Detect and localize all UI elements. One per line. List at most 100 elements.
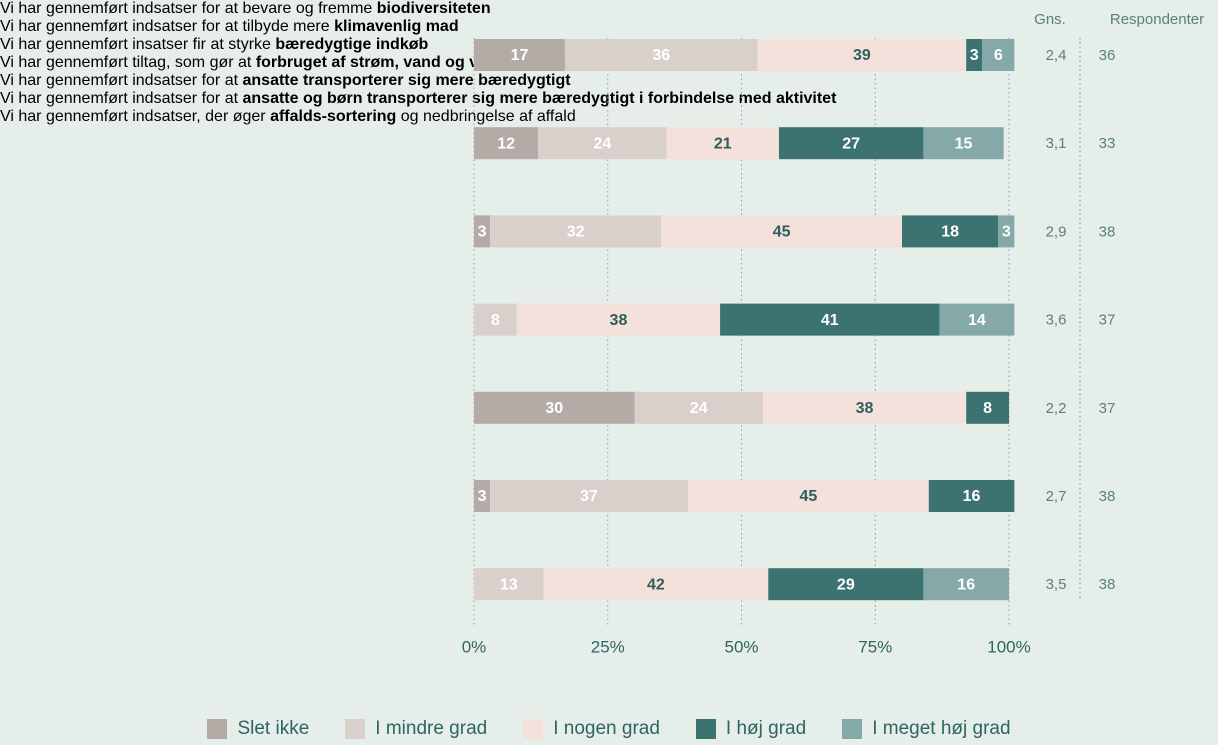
- legend: Slet ikke I mindre grad I nogen grad I høj …: [0, 718, 1218, 740]
- bar-segment: [490, 215, 662, 248]
- bar-segment: [474, 568, 544, 601]
- mean-value: 3,6: [1046, 312, 1067, 329]
- data-label: 30: [545, 400, 563, 417]
- bar-segment: [939, 303, 1015, 336]
- category-label: Vi har gennemført indsatser for at ansat…: [0, 90, 1218, 108]
- legend-swatch: [523, 719, 544, 739]
- data-label: 45: [773, 224, 791, 241]
- bar-segment: [778, 127, 924, 160]
- data-label: 6: [994, 47, 1003, 64]
- category-text: affalds-sortering: [270, 108, 397, 125]
- data-label: 13: [500, 576, 518, 593]
- legend-label: I mindre grad: [375, 718, 488, 739]
- legend-item: Slet ikke: [207, 718, 309, 740]
- data-label: 24: [690, 400, 708, 417]
- category-text: Vi har gennemført insatser fir at styrke: [0, 36, 271, 53]
- x-tick-label: 25%: [591, 637, 625, 656]
- category-text: Vi har gennemført tiltag, som gør at: [0, 54, 252, 71]
- category-label: Vi har gennemført indsatser, der øger af…: [0, 108, 1218, 126]
- bar-segment: [982, 39, 1015, 71]
- bar-segment: [661, 215, 902, 248]
- category-text: ansatte og børn transporterer sig mere b…: [242, 90, 837, 107]
- data-label: 14: [968, 312, 986, 329]
- respondents-header: Respondenter: [1110, 11, 1204, 28]
- legend-swatch: [345, 719, 366, 739]
- x-tick-label: 100%: [987, 637, 1030, 656]
- bar-segment: [474, 480, 491, 512]
- bar-segment: [474, 215, 491, 248]
- legend-label: I høj grad: [725, 718, 807, 739]
- data-label: 21: [714, 135, 732, 152]
- legend-item: I nogen grad: [523, 718, 660, 740]
- respondents-value: 36: [1099, 47, 1116, 64]
- data-label: 37: [580, 488, 598, 505]
- data-label: 27: [842, 135, 860, 152]
- legend-swatch: [207, 719, 228, 739]
- x-tick-label: 50%: [724, 637, 758, 656]
- bar-segment: [474, 391, 635, 424]
- category-label: Vi har gennemført indsatser for at ansat…: [0, 72, 1218, 90]
- legend-swatch: [695, 719, 716, 739]
- bar-segment: [768, 568, 924, 601]
- data-label: 45: [799, 488, 817, 505]
- legend-swatch: [842, 719, 863, 739]
- data-label: 41: [821, 312, 839, 329]
- data-label: 18: [941, 224, 959, 241]
- data-label: 39: [853, 47, 871, 64]
- bar-segment: [474, 303, 517, 336]
- data-label: 16: [963, 488, 981, 505]
- respondents-value: 38: [1099, 223, 1116, 240]
- mean-header: Gns.: [1034, 11, 1066, 28]
- bar-segment: [928, 480, 1015, 512]
- data-label: 3: [478, 224, 487, 241]
- bar-segment: [998, 215, 1015, 248]
- data-label: 15: [955, 135, 973, 152]
- respondents-value: 33: [1099, 135, 1116, 152]
- data-label: 3: [1002, 224, 1011, 241]
- data-label: 38: [856, 400, 874, 417]
- mean-value: 2,2: [1046, 400, 1067, 417]
- data-label: 8: [491, 312, 500, 329]
- bar-segment: [474, 127, 539, 160]
- category-text: Vi har gennemført indsatser for at tilby…: [0, 18, 330, 35]
- bar-segment: [688, 480, 929, 512]
- bar-segment: [538, 127, 667, 160]
- bar-segment: [720, 303, 940, 336]
- category-text: Vi har gennemført indsatser for at bevar…: [0, 0, 373, 17]
- bar-segment: [490, 480, 688, 512]
- bar-segment: [966, 391, 1009, 424]
- mean-value: 2,7: [1046, 488, 1067, 505]
- data-label: 3: [970, 47, 979, 64]
- bar-segment: [564, 39, 758, 71]
- mean-value: 2,9: [1046, 223, 1067, 240]
- data-label: 24: [594, 135, 612, 152]
- category-text: ansatte transporterer sig mere bæredygti…: [242, 72, 571, 89]
- category-label: Vi har gennemført insatser fir at styrke…: [0, 36, 1218, 54]
- bar-segment: [474, 39, 565, 71]
- data-label: 3: [478, 488, 487, 505]
- mean-value: 3,1: [1046, 135, 1067, 152]
- bar-segment: [543, 568, 769, 601]
- respondents-value: 38: [1099, 488, 1116, 505]
- legend-label: I meget høj grad: [872, 718, 1011, 739]
- category-text: bæredygtige indkøb: [275, 36, 429, 53]
- mean-value: 2,4: [1046, 47, 1067, 64]
- category-text: Vi har gennemført indsatser, der øger: [0, 108, 266, 125]
- bar-segment: [666, 127, 779, 160]
- bar-segment: [516, 303, 721, 336]
- respondents-value: 37: [1099, 400, 1116, 417]
- category-text: Vi har gennemført indsatser for at: [0, 72, 239, 89]
- bar-segment: [634, 391, 763, 424]
- data-label: 8: [983, 400, 992, 417]
- legend-label: Slet ikke: [237, 718, 310, 739]
- category-text: klimavenlig mad: [334, 18, 459, 35]
- category-text: biodiversiteten: [376, 0, 491, 17]
- data-label: 38: [610, 312, 628, 329]
- x-tick-label: 75%: [858, 637, 892, 656]
- legend-item: I meget høj grad: [842, 718, 1011, 740]
- data-label: 42: [647, 576, 665, 593]
- data-label: 12: [497, 135, 515, 152]
- category-label: Vi har gennemført indsatser for at tilby…: [0, 18, 1218, 36]
